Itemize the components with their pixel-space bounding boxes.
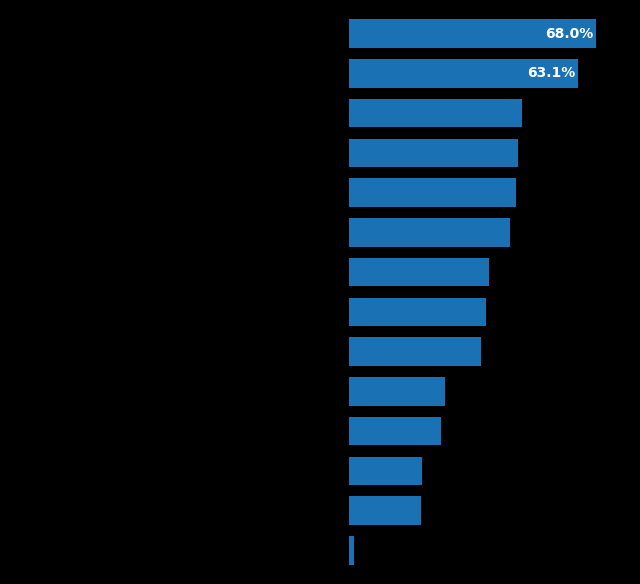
Bar bbox=[349, 417, 440, 446]
Bar bbox=[349, 496, 421, 525]
Bar bbox=[349, 258, 489, 286]
Bar bbox=[349, 536, 355, 565]
Bar bbox=[349, 218, 509, 246]
Bar bbox=[349, 338, 481, 366]
Bar bbox=[349, 59, 579, 88]
Bar bbox=[349, 178, 515, 207]
Bar bbox=[349, 99, 522, 127]
Bar bbox=[349, 19, 596, 48]
Bar bbox=[349, 138, 518, 167]
Text: 68.0%: 68.0% bbox=[545, 27, 593, 41]
Bar bbox=[349, 298, 486, 326]
Bar bbox=[349, 457, 422, 485]
Bar bbox=[349, 377, 445, 406]
Text: 63.1%: 63.1% bbox=[527, 67, 575, 81]
